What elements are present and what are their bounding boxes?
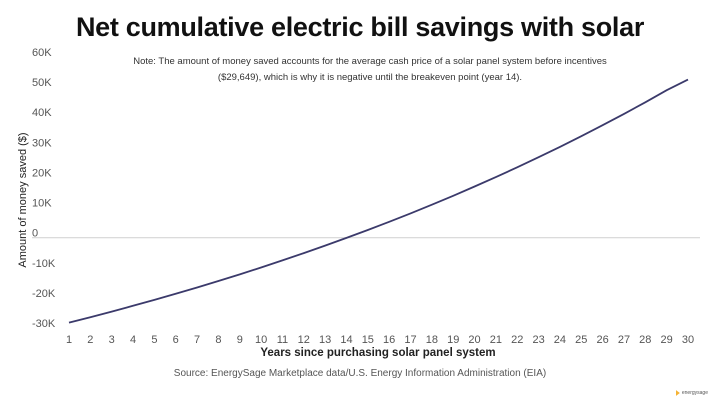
x-tick-label: 23 [532, 334, 544, 346]
x-tick-label: 30 [682, 334, 694, 346]
y-tick-label: -30K [32, 318, 56, 330]
y-tick-label: 60K [32, 47, 52, 59]
x-tick-label: 7 [194, 334, 200, 346]
y-tick-label: 40K [32, 107, 52, 119]
y-tick-label: 0 [32, 228, 38, 240]
energysage-logo-icon [675, 390, 680, 396]
x-tick-label: 17 [404, 334, 416, 346]
y-tick-label: -10K [32, 258, 56, 270]
x-tick-label: 18 [426, 334, 438, 346]
x-tick-label: 11 [277, 334, 288, 346]
brand-logo: energysage [675, 390, 708, 396]
x-tick-label: 1 [66, 334, 72, 346]
x-tick-label: 8 [215, 334, 221, 346]
x-tick-label: 16 [383, 334, 395, 346]
x-tick-label: 15 [362, 334, 374, 346]
y-tick-label: 20K [32, 167, 52, 179]
x-tick-label: 21 [490, 334, 502, 346]
y-tick-label: 10K [32, 198, 52, 210]
y-tick-label: 30K [32, 137, 52, 149]
x-tick-label: 6 [173, 334, 179, 346]
x-tick-label: 3 [109, 334, 115, 346]
x-tick-label: 28 [639, 334, 651, 346]
y-tick-label: -20K [32, 288, 56, 300]
x-tick-label: 13 [319, 334, 331, 346]
x-tick-label: 2 [87, 334, 93, 346]
chart-title: Net cumulative electric bill savings wit… [75, 12, 645, 42]
x-tick-label: 22 [511, 334, 523, 346]
x-tick-label: 29 [661, 334, 673, 346]
x-tick-label: 12 [298, 334, 310, 346]
x-tick-label: 26 [596, 334, 608, 346]
brand-name: energysage [681, 390, 708, 396]
x-tick-label: 20 [468, 334, 480, 346]
x-tick-label: 5 [151, 334, 157, 346]
x-tick-label: 14 [340, 334, 352, 346]
x-tick-label: 10 [255, 334, 267, 346]
x-tick-label: 27 [618, 334, 630, 346]
x-axis-label: Years since purchasing solar panel syste… [260, 347, 495, 359]
x-tick-label: 24 [554, 334, 566, 346]
y-axis-ticks: 60K 50K 40K 30K 20K 10K 0 -10K -20K -30K [32, 47, 56, 330]
x-tick-label: 4 [130, 334, 136, 346]
series-line-net-savings [68, 78, 689, 324]
chart-source: Source: EnergySage Marketplace data/U.S.… [173, 368, 547, 379]
x-axis-ticks: 1 2 3 4 5 6 7 8 9 10 11 12 13 14 15 16 17 18 19 20 21 22 23 24 2… [66, 334, 694, 346]
x-tick-label: 25 [575, 334, 587, 346]
y-axis-label: Amount of money saved ($) [17, 132, 29, 267]
chart-note: Note: The amount of money saved accounts… [133, 56, 607, 83]
y-tick-label: 50K [32, 77, 52, 89]
x-tick-label: 9 [237, 334, 243, 346]
x-tick-label: 19 [447, 334, 459, 346]
